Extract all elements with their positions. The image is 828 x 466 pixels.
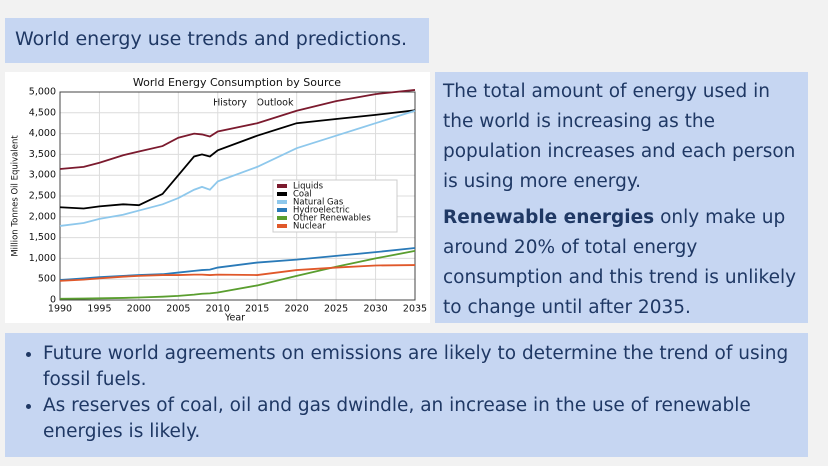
annotation: Outlook (257, 98, 294, 109)
bullet: Future world agreements on emissions are… (43, 341, 800, 393)
bullet-box: Future world agreements on emissions are… (5, 333, 808, 457)
x-tick-label: 1995 (87, 304, 111, 315)
x-axis-label: Year (224, 313, 245, 324)
legend-swatch (277, 192, 287, 196)
y-tick-label: 3,000 (29, 170, 56, 181)
series-line (59, 250, 416, 300)
legend-label: Nuclear (293, 222, 326, 232)
y-tick-label: 500 (38, 274, 56, 285)
paragraph: Renewable energies only make up around 2… (443, 203, 800, 323)
y-axis-label: Million Tonnes Oil Equivalent (11, 135, 21, 257)
legend-label: Coal (293, 190, 312, 200)
annotation: History (213, 98, 247, 109)
x-tick-label: 2005 (166, 304, 190, 315)
series-line (59, 247, 416, 281)
y-tick-label: 4,000 (29, 128, 56, 139)
bullet-list: Future world agreements on emissions are… (13, 341, 800, 445)
y-tick-label: 3,500 (29, 149, 56, 160)
text: only make up around 20% of total energy … (443, 207, 797, 318)
x-tick-label: 2015 (245, 304, 269, 315)
x-tick-label: 2010 (206, 304, 230, 315)
legend-swatch (277, 200, 287, 204)
x-tick-label: 2035 (403, 304, 427, 315)
series-line (59, 89, 416, 170)
legend-label: Hydroelectric (293, 206, 350, 216)
y-tick-label: 1,500 (29, 232, 56, 243)
plot-frame (59, 91, 416, 301)
x-tick-label: 1990 (48, 304, 72, 315)
x-tick-label: 2025 (324, 304, 348, 315)
chart-title: World Energy Consumption by Source (133, 76, 341, 89)
y-tick-label: 2,000 (29, 211, 56, 222)
y-tick-label: 0 (50, 295, 56, 306)
y-tick-label: 2,500 (29, 191, 56, 202)
legend-swatch (277, 208, 287, 212)
legend-swatch (277, 224, 287, 228)
legend-label: Liquids (293, 182, 324, 192)
bullet: As reserves of coal, oil and gas dwindle… (43, 393, 800, 445)
x-tick-label: 2030 (363, 304, 387, 315)
paragraph: The total amount of energy used in the w… (443, 81, 796, 192)
series-line (59, 109, 416, 210)
legend-swatch (277, 184, 287, 188)
legend-label: Natural Gas (293, 198, 344, 208)
text-box: The total amount of energy used in the w… (435, 72, 808, 323)
y-tick-label: 5,000 (29, 87, 56, 98)
legend-box (272, 179, 398, 233)
y-tick-label: 1,000 (29, 253, 56, 264)
series-line (59, 264, 416, 282)
slide-title: World energy use trends and predictions. (5, 18, 429, 63)
bold-text: Renewable energies (443, 207, 655, 228)
legend-label: Other Renewables (293, 214, 371, 224)
legend-swatch (277, 216, 287, 220)
x-tick-label: 2020 (285, 304, 309, 315)
y-tick-label: 4,500 (29, 107, 56, 118)
x-tick-label: 2000 (127, 304, 151, 315)
chart: World Energy Consumption by Source Histo… (11, 76, 428, 324)
chart-panel: World Energy Consumption by Source Histo… (5, 72, 430, 324)
series-line (59, 109, 416, 227)
